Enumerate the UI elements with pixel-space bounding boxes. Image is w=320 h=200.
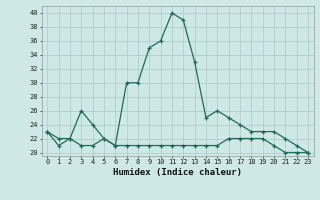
X-axis label: Humidex (Indice chaleur): Humidex (Indice chaleur) [113,168,242,177]
